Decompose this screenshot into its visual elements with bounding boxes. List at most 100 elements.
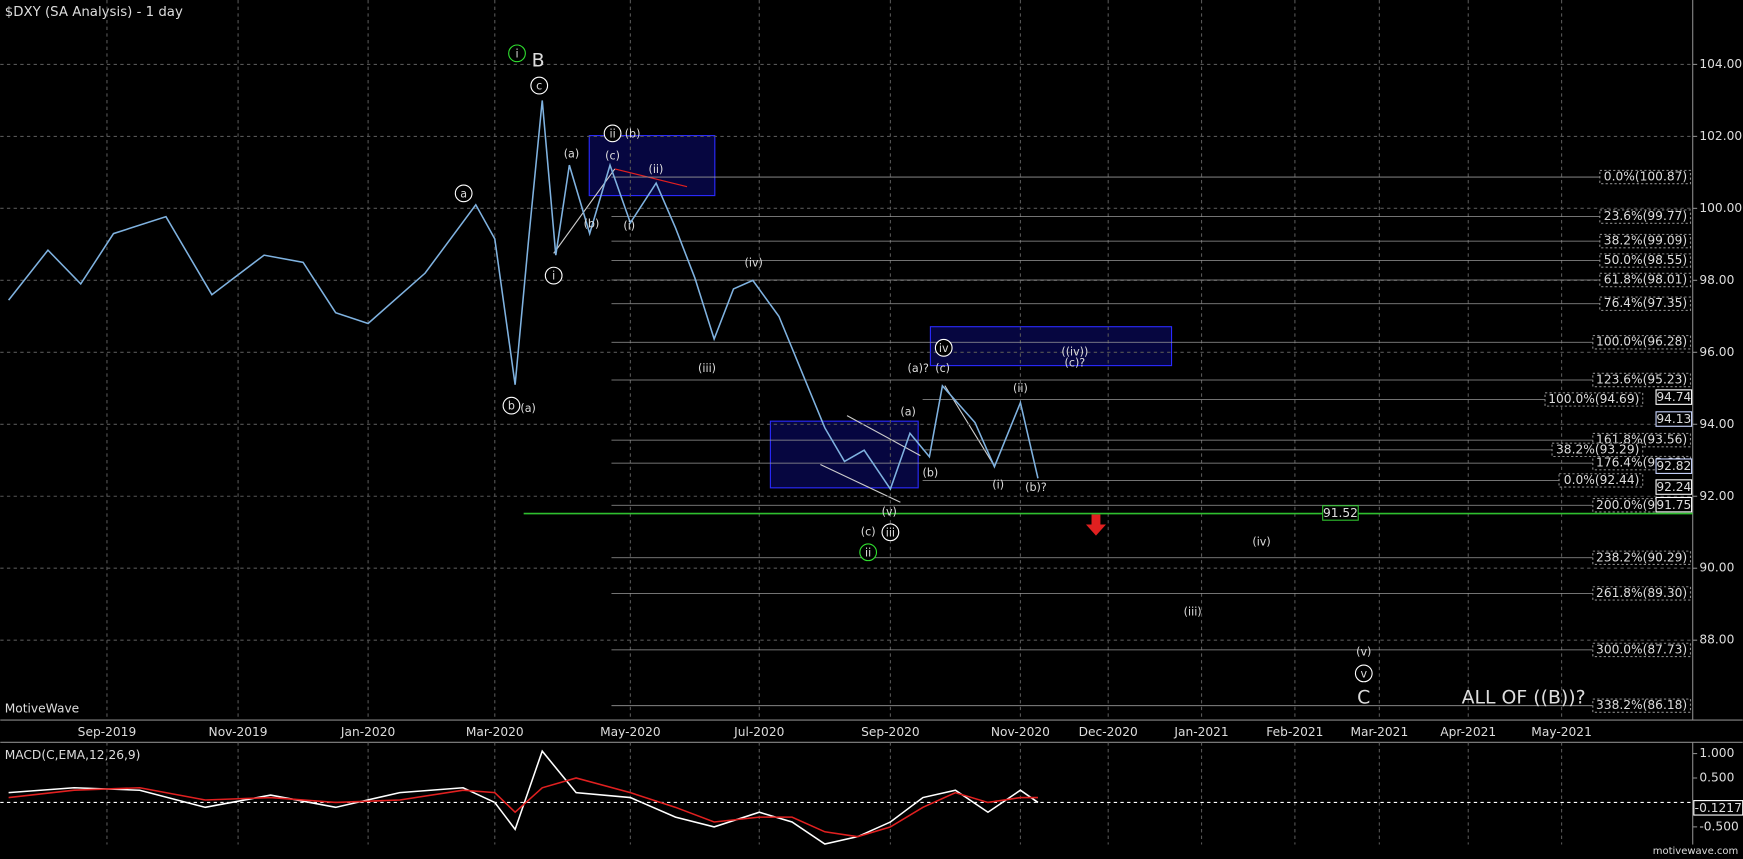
price-marker: [1655, 389, 1693, 405]
y-tick-label: 0.500: [1699, 770, 1734, 784]
wave-circle: [1354, 664, 1373, 683]
y-tick-label: 104.00: [1699, 57, 1742, 71]
y-tick-label: 96.00: [1699, 345, 1734, 359]
wave-label: (iii): [1184, 605, 1202, 618]
x-tick-label: Jul-2020: [733, 725, 784, 739]
wave-label: (b): [923, 466, 939, 479]
x-tick-label: Mar-2020: [466, 725, 524, 739]
wave-circle: [859, 543, 878, 562]
wave-label: (v): [1356, 645, 1371, 658]
price-marker-label: 92.82: [1656, 459, 1691, 473]
wave-label: ii: [865, 546, 871, 559]
wave-label: (c): [861, 525, 876, 538]
x-tick-label: Apr-2021: [1440, 725, 1496, 739]
fib-label-box: [1592, 335, 1692, 350]
wave-label: i: [552, 270, 555, 283]
down-arrow: [1085, 514, 1106, 536]
price-marker: [1655, 479, 1693, 495]
price-marker: [1655, 411, 1693, 427]
wave-label: (i): [992, 479, 1004, 492]
wave-label: (c)?: [1065, 356, 1086, 369]
wave-label: B: [532, 50, 545, 72]
wave-label: (iii): [698, 362, 716, 375]
wave-label: (a): [900, 405, 915, 418]
fib-label: 0.0%(100.87): [1604, 170, 1687, 184]
wave-label: (ii): [648, 163, 663, 176]
x-tick-label: Mar-2021: [1350, 725, 1408, 739]
support-label-box: [1322, 505, 1359, 521]
wave-circle: [934, 338, 953, 357]
wave-circle: [502, 396, 521, 415]
y-tick-label: 1.000: [1699, 746, 1734, 760]
fib-label-box: [1551, 442, 1644, 458]
support-label: 91.52: [1323, 506, 1358, 520]
x-tick-label: May-2021: [1531, 725, 1592, 739]
wave-label: ALL OF ((B))?: [1462, 686, 1586, 708]
fib-label: 238.2%(90.29): [1596, 550, 1687, 564]
macd-title: MACD(C,EMA,12,26,9): [5, 748, 141, 762]
wave-label: (c): [935, 362, 950, 375]
fib-label: 100.0%(96.28): [1596, 335, 1687, 349]
wave-label: (a): [520, 402, 535, 415]
price-line: [8, 777, 1038, 838]
y-tick-label: -0.500: [1699, 819, 1738, 833]
price-line: [8, 749, 1039, 845]
fib-label-box: [1544, 392, 1644, 407]
fib-label-box: [1599, 296, 1692, 311]
target-box: [929, 326, 1173, 367]
wave-label: b: [508, 400, 515, 413]
target-box: [769, 420, 919, 489]
wave-label: (b): [584, 217, 600, 230]
fib-label-box: [1599, 233, 1692, 249]
channel-line: [846, 415, 921, 457]
wave-label: (a): [564, 147, 579, 160]
y-tick-label: 92.00: [1699, 489, 1734, 503]
wave-label: (i): [623, 220, 635, 233]
fib-label: 76.4%(97.35): [1604, 296, 1687, 310]
fib-label: 100.0%(94.69): [1548, 392, 1639, 406]
fib-label-box: [1599, 272, 1692, 288]
price-marker: [1655, 496, 1693, 513]
wave-label: (b): [625, 127, 641, 140]
wave-label: a: [460, 187, 467, 200]
fib-label: 38.2%(99.09): [1604, 234, 1687, 248]
fib-label: 38.2%(93.29): [1556, 442, 1639, 456]
fib-label: 23.6%(99.77): [1604, 209, 1687, 223]
fib-label: 300.0%(87.73): [1596, 642, 1687, 656]
wave-label: (iv): [1252, 535, 1270, 548]
y-tick-label: 98.00: [1699, 273, 1734, 287]
target-box: [588, 135, 716, 197]
y-tick-label: 90.00: [1699, 561, 1734, 575]
price-marker-label: 91.75: [1656, 498, 1691, 512]
wave-label: iv: [939, 342, 949, 355]
wave-label: i: [515, 47, 518, 60]
y-tick-label: 94.00: [1699, 417, 1734, 431]
price-marker: [1655, 458, 1693, 474]
fib-label: 123.6%(95.23): [1596, 373, 1687, 387]
wave-label: C: [1357, 686, 1370, 708]
fib-label-box: [1592, 372, 1692, 388]
fib-label-box: [1599, 209, 1692, 224]
x-tick-label: Dec-2020: [1079, 725, 1138, 739]
x-tick-label: Sep-2020: [861, 725, 920, 739]
wave-circle: [530, 76, 549, 95]
wave-label: v: [1360, 668, 1367, 681]
trend-line: [614, 168, 688, 188]
fib-label: 61.8%(98.01): [1604, 272, 1687, 286]
fib-label: 261.8%(89.30): [1596, 586, 1687, 600]
wave-label: c: [536, 80, 542, 93]
wave-circle: [454, 184, 473, 203]
x-tick-label: Jan-2021: [1173, 725, 1228, 739]
y-tick-label: 100.00: [1699, 201, 1742, 215]
watermark: MotiveWave: [5, 701, 80, 715]
fib-label: 338.2%(86.18): [1596, 698, 1687, 712]
current-label: -0.1217: [1695, 801, 1742, 815]
x-tick-label: Jan-2020: [340, 725, 395, 739]
wave-label: iii: [886, 526, 895, 539]
x-tick-label: Nov-2020: [991, 725, 1050, 739]
wave-circle: [508, 44, 526, 63]
x-tick-label: May-2020: [600, 725, 661, 739]
wave-label: ((iv)): [1061, 345, 1088, 358]
fib-label-box: [1599, 253, 1692, 268]
